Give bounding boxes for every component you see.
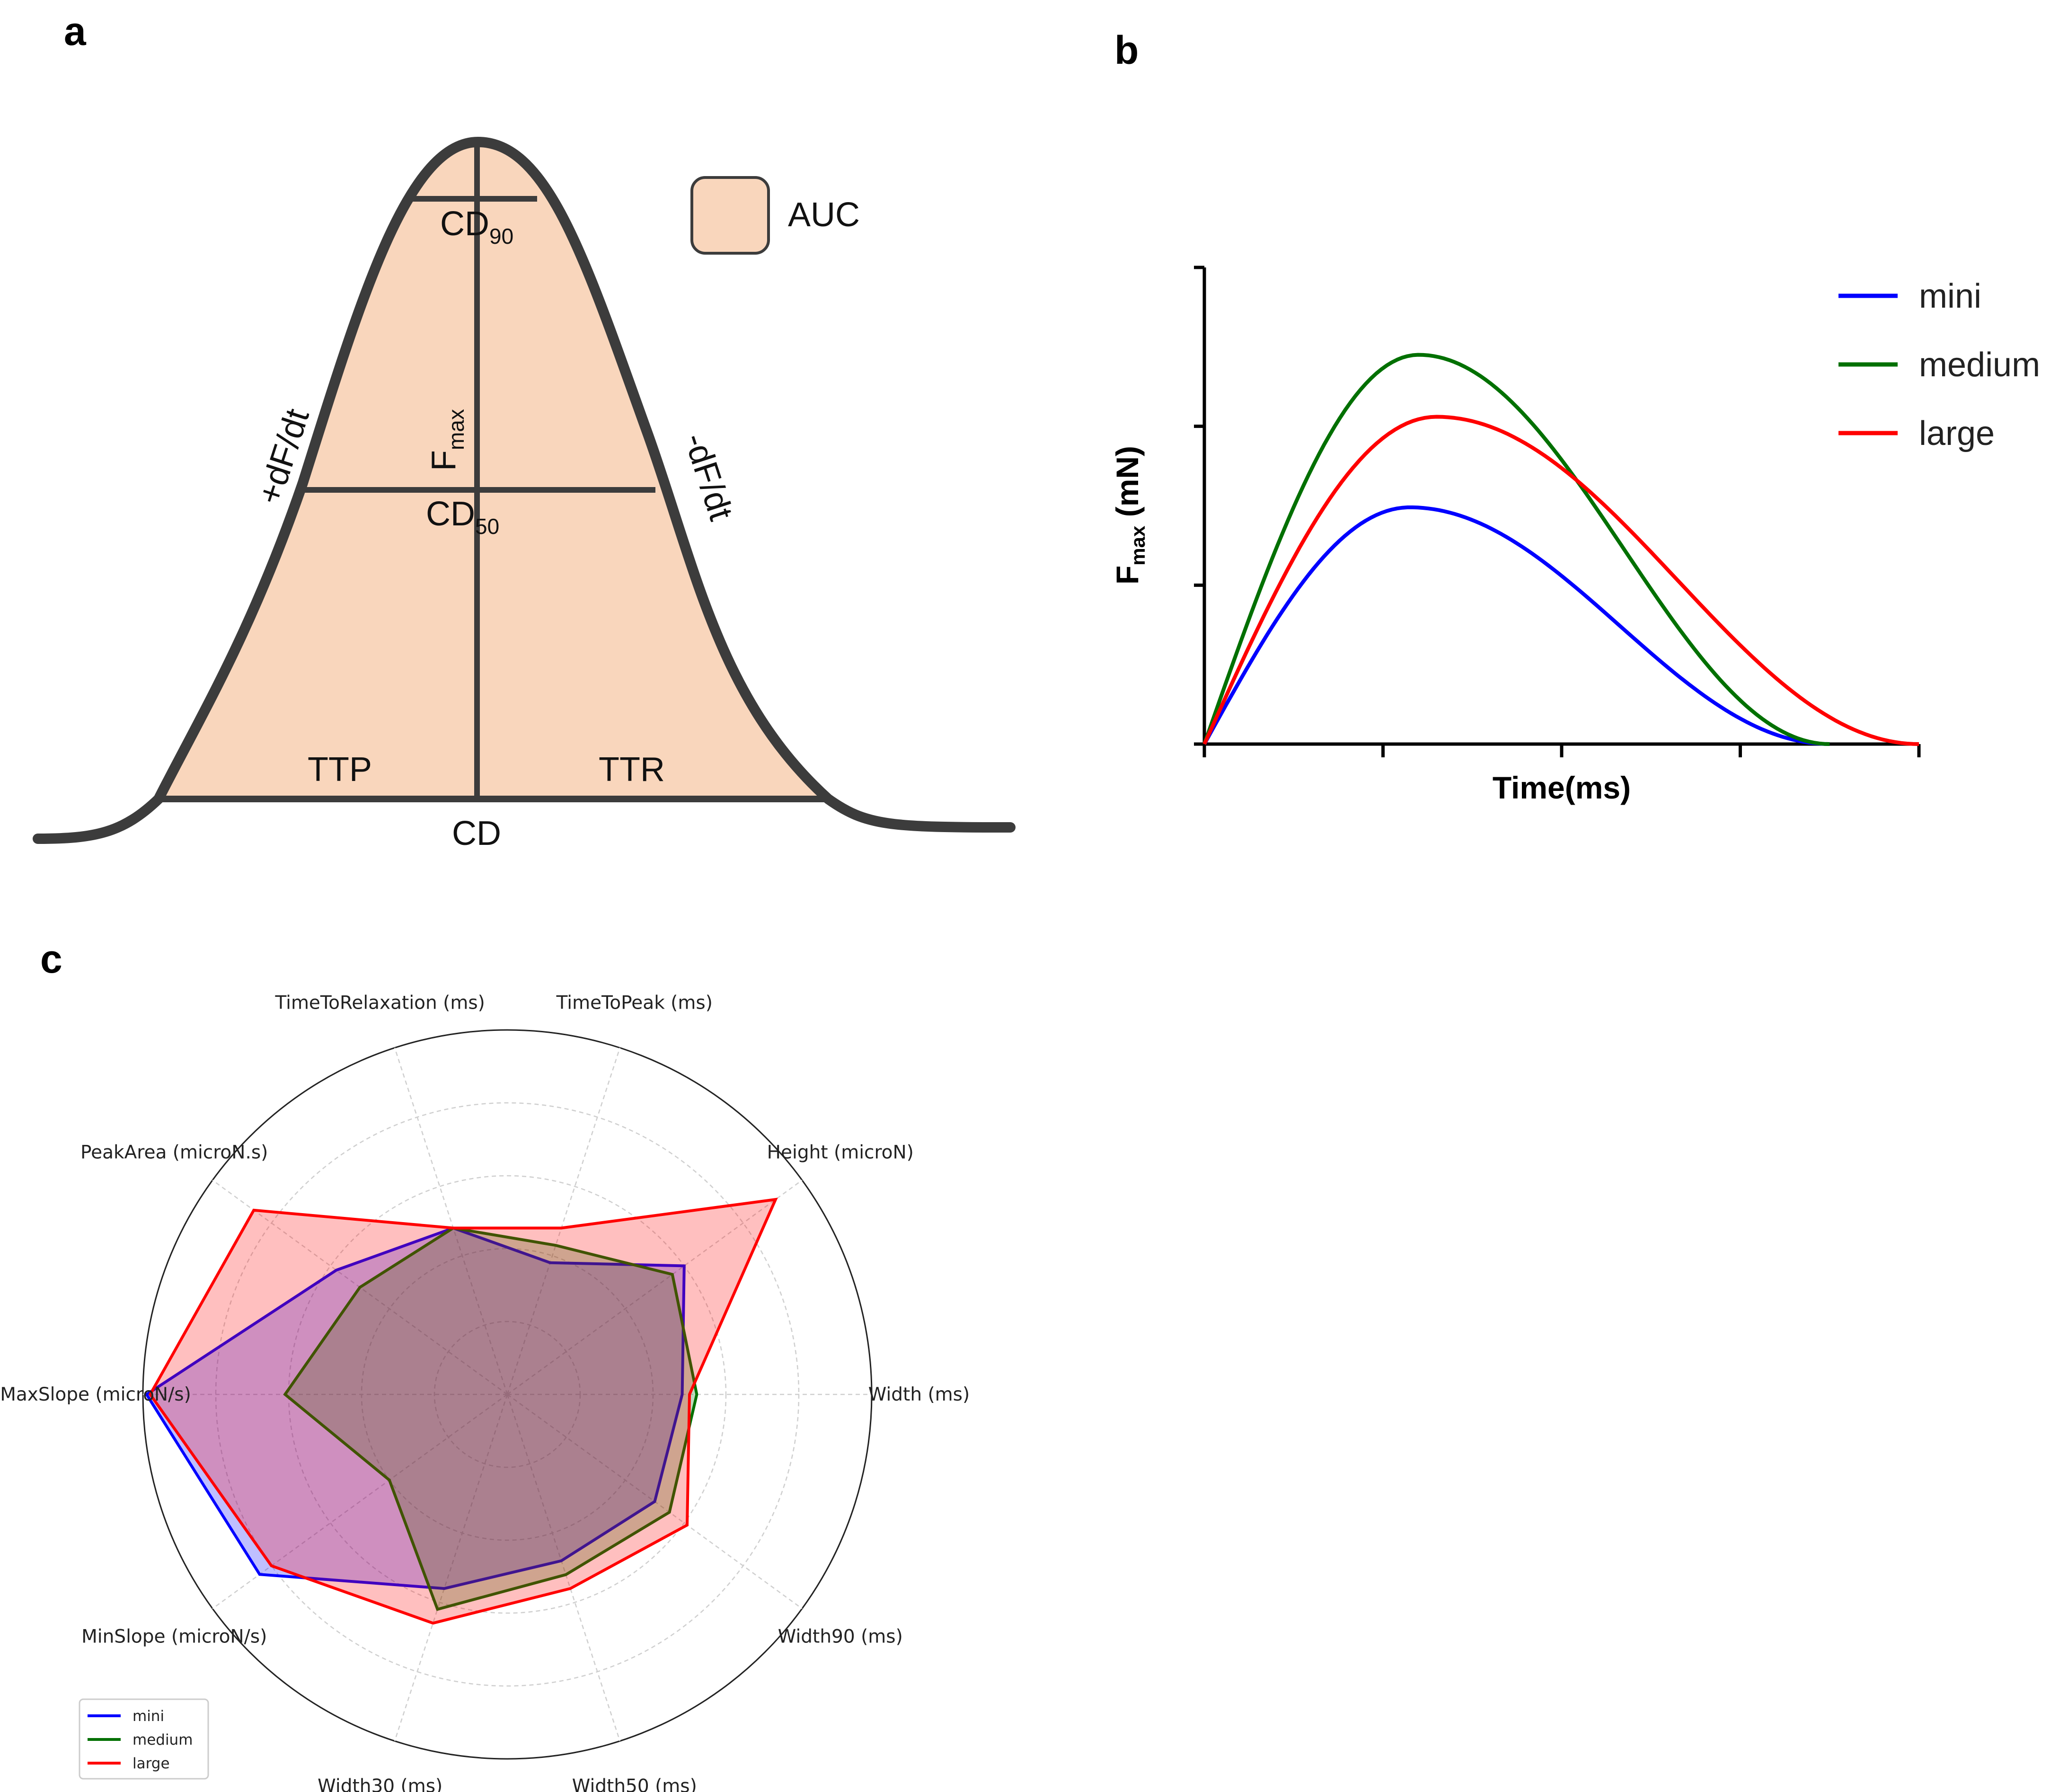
legend-label-mini: mini	[133, 1708, 164, 1725]
legend-label-large: large	[133, 1755, 170, 1772]
ttr-label: TTR	[599, 751, 665, 789]
auc-legend-swatch	[690, 176, 770, 255]
panel-c-legend: mini medium large	[79, 1698, 209, 1780]
minus-dfdt-label: -dF/dt	[677, 428, 740, 525]
radar-axis-label: Width90 (ms)	[778, 1626, 903, 1647]
radar-spoke	[506, 1047, 621, 1395]
radar-grid	[142, 1029, 873, 1760]
fmax-label: Fmax	[425, 409, 468, 471]
radar-polygon-mini	[144, 1226, 686, 1590]
radar-spoke	[212, 1393, 508, 1609]
radar-axis-label: Width (ms)	[868, 1384, 970, 1405]
radar-grid-circle	[288, 1175, 727, 1614]
panel-b-y-axis-label: Fmax (mN)	[1110, 446, 1149, 585]
radar-spoke	[394, 1394, 508, 1741]
radar-axis-label: TimeToPeak (ms)	[556, 993, 713, 1014]
radar-axis-label: PeakArea (microN.s)	[80, 1142, 268, 1163]
cd50-label: CD50	[426, 495, 499, 539]
panel-b-legend: mini medium large	[1838, 277, 2040, 452]
panel-b-chart: Time(ms) Fmax (mN) mini medium large	[1110, 266, 2040, 805]
panel-b-axes	[1194, 266, 1921, 757]
radar-spoke	[506, 1394, 621, 1741]
series-line-large	[1202, 415, 1919, 746]
series-line-mini	[1202, 505, 1830, 746]
radar-axis-label: TimeToRelaxation (ms)	[274, 993, 485, 1014]
radar-axis-label: Height (microN)	[767, 1142, 914, 1163]
panel-b-letter: b	[1114, 28, 1139, 72]
radar-axis-label: MaxSlope (microN/s)	[0, 1384, 191, 1405]
legend-label-large: large	[1919, 415, 1995, 452]
auc-legend-label: AUC	[788, 196, 860, 234]
auc-area	[159, 142, 828, 799]
radar-polygon-medium	[283, 1226, 698, 1611]
panel-a-letter: a	[64, 9, 87, 53]
radar-axis-labels: Width (ms) Height (microN) TimeToPeak (ms)…	[0, 993, 970, 1792]
panel-b-x-axis-label: Time(ms)	[1493, 770, 1631, 805]
legend-box	[79, 1698, 209, 1780]
radar-polygon-large	[148, 1198, 778, 1625]
legend-label-medium: medium	[133, 1731, 193, 1748]
panel-b-series	[1202, 353, 1919, 746]
panel-c-radar-chart: Width (ms) Height (microN) TimeToPeak (ms)…	[0, 993, 970, 1792]
panel-c-letter: c	[40, 937, 62, 981]
ttp-label: TTP	[308, 751, 372, 789]
radar-grid-circle	[433, 1321, 581, 1468]
cd-label: CD	[452, 815, 501, 852]
radar-spoke	[507, 1180, 803, 1395]
radar-axis-label: Width50 (ms)	[572, 1775, 697, 1792]
legend-label-medium: medium	[1919, 346, 2040, 384]
radar-axis-label: MinSlope (microN/s)	[81, 1626, 267, 1647]
radar-spoke	[394, 1047, 508, 1395]
radar-series	[144, 1198, 778, 1625]
contraction-curve	[33, 137, 1016, 844]
cd90-label: CD90	[440, 205, 513, 248]
series-line-medium	[1202, 353, 1830, 746]
radar-axis-label: Width30 (ms)	[318, 1775, 442, 1792]
panel-a-diagram: CD90 CD50 Fmax +dF/dt -dF/dt TTP TTR CD …	[33, 137, 1016, 852]
legend-label-mini: mini	[1919, 277, 1981, 315]
